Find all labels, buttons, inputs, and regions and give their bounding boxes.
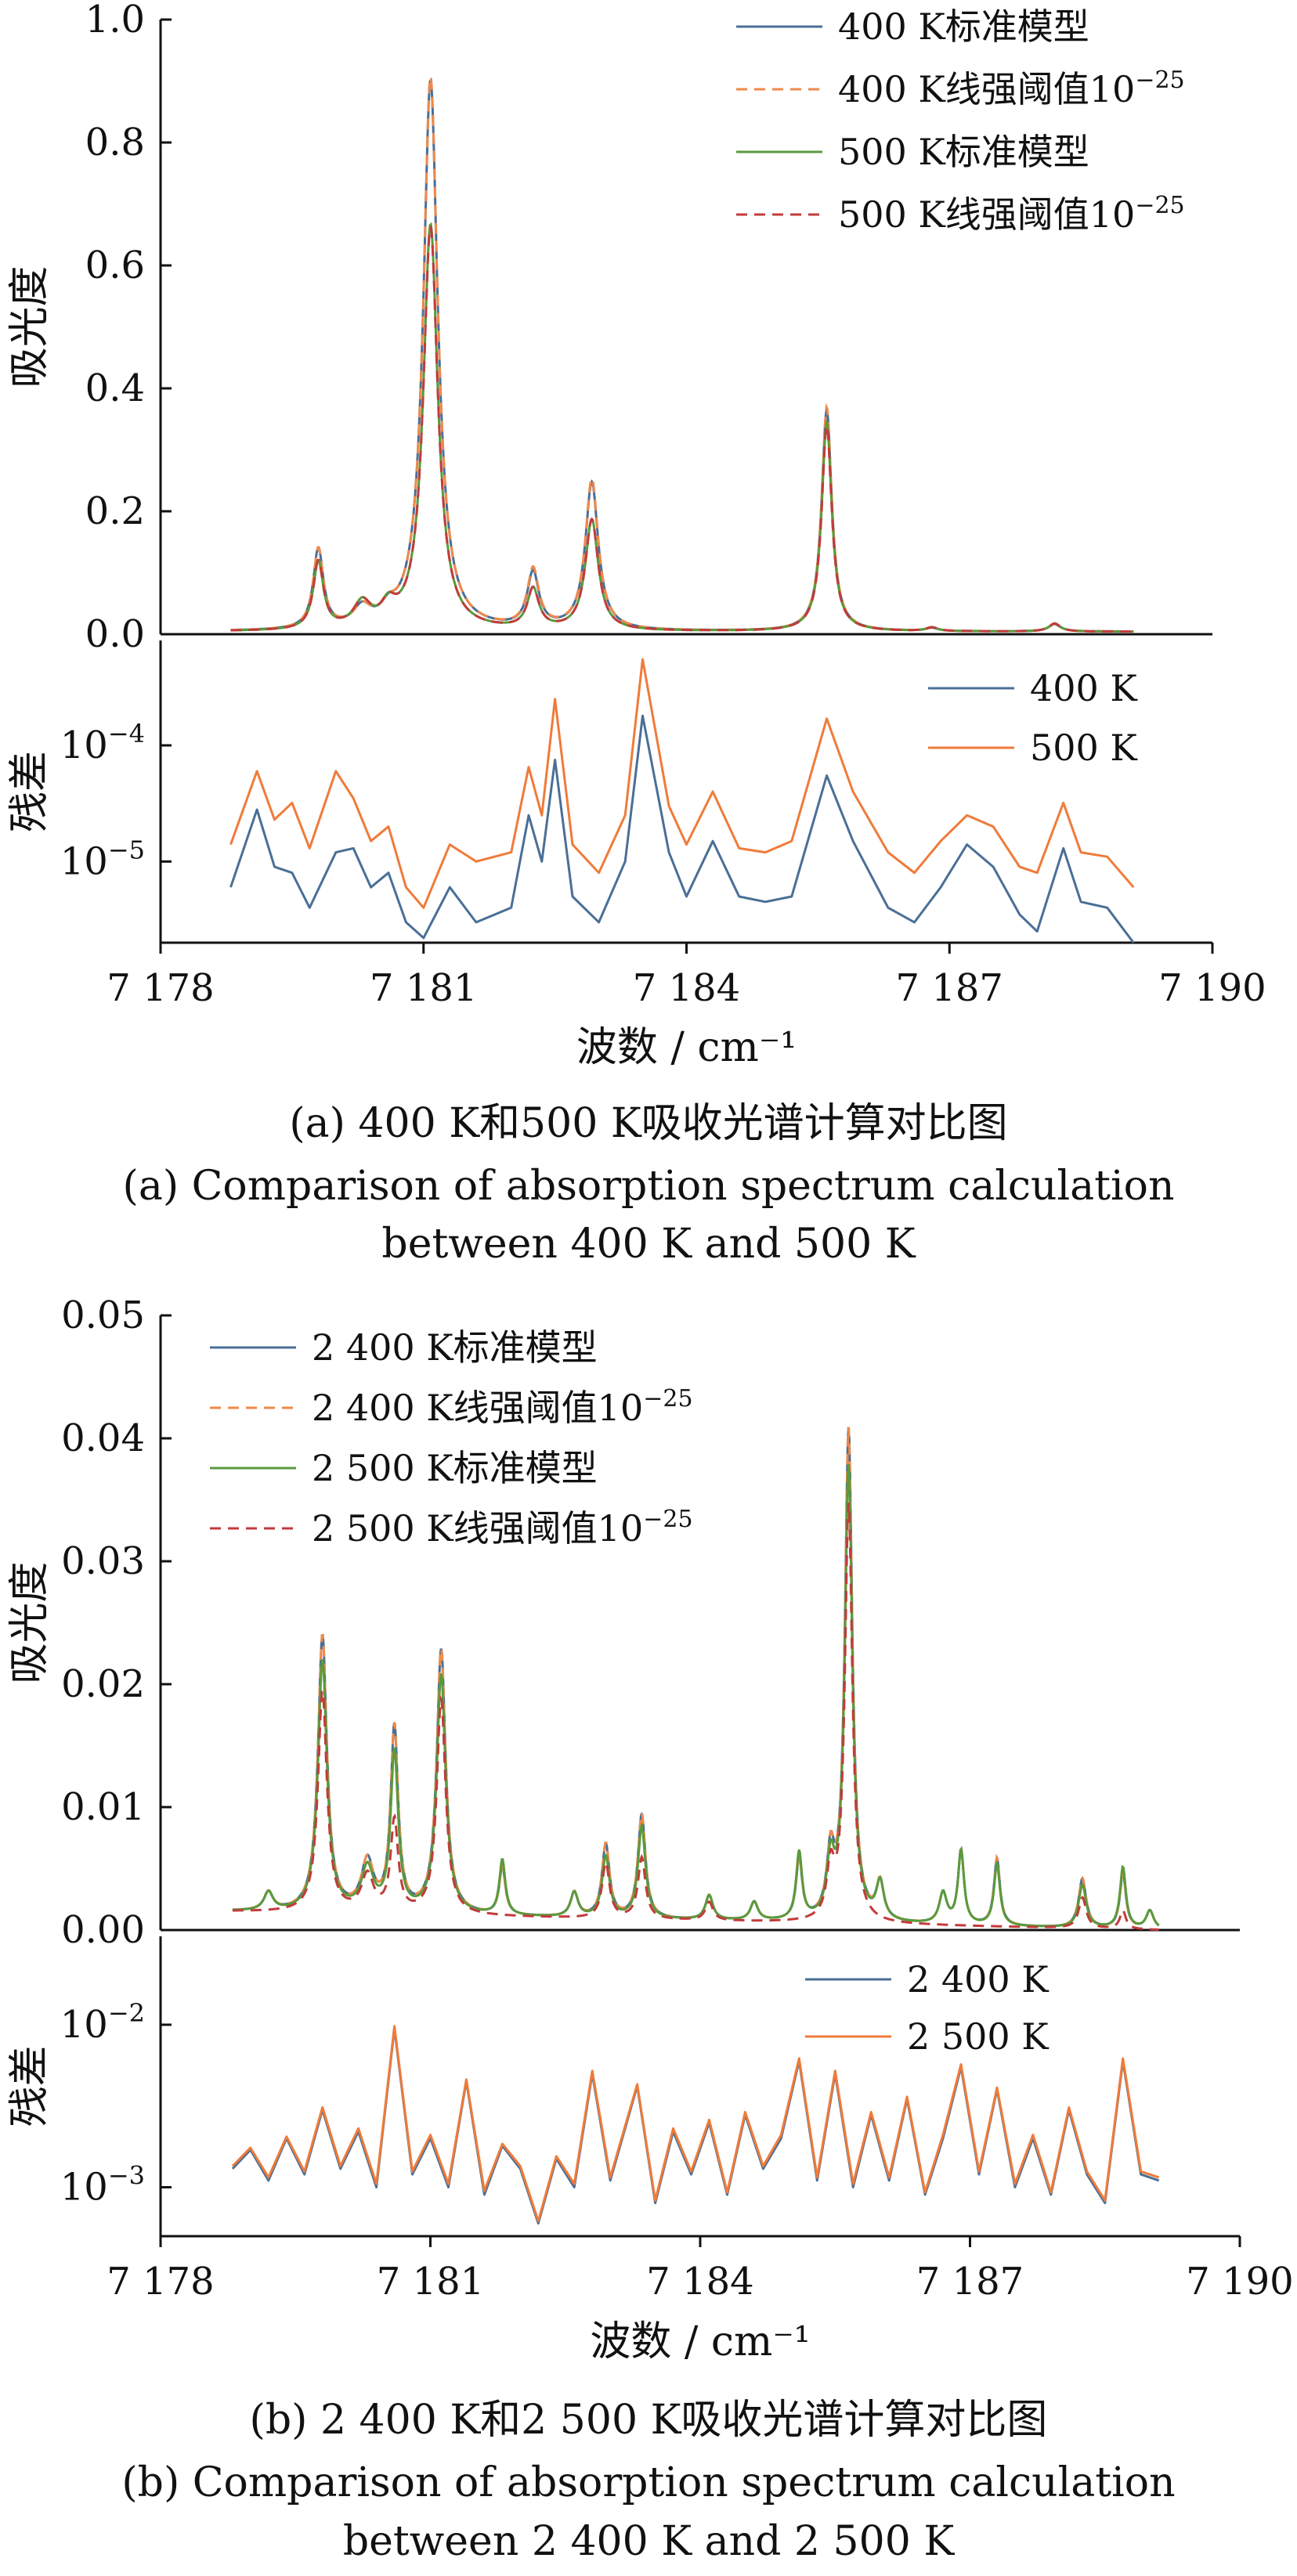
x-tick-label: 7 190 xyxy=(1186,2260,1293,2304)
residual-y-tick-label: 10−3 xyxy=(60,2161,145,2210)
y-tick-label: 0.05 xyxy=(61,1293,145,1337)
spectrum-series-3 xyxy=(230,225,1134,633)
caption-en-line-1: (b) Comparison of absorption spectrum ca… xyxy=(121,2459,1175,2506)
spectrum-series-2 xyxy=(230,222,1134,633)
x-tick-label: 7 178 xyxy=(107,966,214,1010)
legend-label: 400 K标准模型 xyxy=(838,5,1089,48)
legend-label: 500 K标准模型 xyxy=(838,131,1089,173)
caption-zh: (b) 2 400 K和2 500 K吸收光谱计算对比图 xyxy=(250,2397,1048,2444)
legend-label: 2 500 K线强阈值10−25 xyxy=(312,1506,693,1550)
y-tick-label: 0.02 xyxy=(61,1662,145,1706)
residual-series-1 xyxy=(231,2025,1160,2223)
x-tick-label: 7 178 xyxy=(107,2260,214,2304)
residual-y-tick-label: 10−2 xyxy=(60,1998,145,2047)
x-tick-label: 7 181 xyxy=(370,966,477,1010)
residual-legend-label: 400 K xyxy=(1030,667,1138,709)
residual-y-tick-exponent: −4 xyxy=(108,719,145,749)
legend-label-exponent: −25 xyxy=(1135,192,1184,219)
y-tick-label: 0.04 xyxy=(61,1416,145,1460)
legend-label: 400 K线强阈值10−25 xyxy=(838,67,1185,110)
y-tick-label: 0.01 xyxy=(61,1785,145,1829)
residual-y-tick-label: 10−4 xyxy=(60,719,145,767)
legend-label-text: 2 500 K线强阈值10 xyxy=(312,1507,643,1550)
caption-zh: (a) 400 K和500 K吸收光谱计算对比图 xyxy=(289,1100,1007,1147)
legend-label-exponent: −25 xyxy=(643,1506,692,1533)
y-tick-label: 0.4 xyxy=(85,366,145,410)
legend-label-text: 500 K标准模型 xyxy=(838,131,1089,173)
legend-label-text: 400 K线强阈值10 xyxy=(838,68,1135,110)
legend-label: 500 K线强阈值10−25 xyxy=(838,192,1185,236)
legend-label-text: 2 400 K线强阈值10 xyxy=(312,1387,643,1429)
legend-label-text: 2 400 K标准模型 xyxy=(312,1326,598,1369)
y-axis-label: 吸光度 xyxy=(6,1561,53,1683)
residual-series-1 xyxy=(229,658,1135,909)
legend-label: 2 400 K标准模型 xyxy=(312,1326,598,1369)
caption-en-line-2: between 2 400 K and 2 500 K xyxy=(343,2518,956,2565)
y-axis-label: 吸光度 xyxy=(6,265,53,388)
caption-en-line-1: (a) Comparison of absorption spectrum ca… xyxy=(123,1163,1175,1210)
legend-label-text: 400 K标准模型 xyxy=(838,5,1089,48)
legend-label: 2 400 K线强阈值10−25 xyxy=(312,1385,693,1429)
spectrum-series-2 xyxy=(232,1464,1160,1928)
y-tick-label: 0.6 xyxy=(85,244,145,287)
x-tick-label: 7 187 xyxy=(916,2260,1024,2304)
y-tick-label: 0.03 xyxy=(61,1539,145,1583)
residual-y-tick-exponent: −2 xyxy=(108,1998,145,2028)
residual-y-axis-label: 残差 xyxy=(6,2045,53,2127)
residual-series-0 xyxy=(229,714,1135,943)
x-tick-label: 7 181 xyxy=(377,2260,484,2304)
x-axis-label: 波数 / cm⁻¹ xyxy=(576,1024,797,1071)
legend-label-text: 500 K线强阈值10 xyxy=(838,193,1135,236)
legend-label-exponent: −25 xyxy=(643,1385,692,1412)
x-tick-label: 7 187 xyxy=(896,966,1003,1010)
y-tick-label: 0.0 xyxy=(85,612,145,656)
caption-en-line-2: between 400 K and 500 K xyxy=(381,1221,916,1268)
spectrum-series-1 xyxy=(232,1427,1160,1928)
y-tick-label: 1.0 xyxy=(85,0,145,41)
residual-y-tick-exponent: −3 xyxy=(108,2161,145,2191)
x-tick-label: 7 184 xyxy=(633,966,740,1010)
y-tick-label: 0.00 xyxy=(61,1908,145,1952)
residual-y-tick-exponent: −5 xyxy=(108,835,145,864)
y-tick-label: 0.2 xyxy=(85,489,145,533)
legend-label-exponent: −25 xyxy=(1135,67,1184,94)
spectrum-series-0 xyxy=(232,1427,1160,1928)
residual-legend-label: 2 400 K xyxy=(907,1958,1050,2001)
residual-legend-label: 500 K xyxy=(1030,727,1138,769)
y-tick-label: 0.8 xyxy=(85,121,145,164)
residual-y-tick-label: 10−5 xyxy=(60,835,145,883)
legend-label-text: 2 500 K标准模型 xyxy=(312,1447,598,1489)
residual-legend-label: 2 500 K xyxy=(907,2015,1050,2058)
x-tick-label: 7 190 xyxy=(1158,966,1266,1010)
x-axis-label: 波数 / cm⁻¹ xyxy=(590,2318,810,2365)
x-tick-label: 7 184 xyxy=(646,2260,753,2304)
legend-label: 2 500 K标准模型 xyxy=(312,1447,598,1489)
residual-y-axis-label: 残差 xyxy=(6,751,53,832)
